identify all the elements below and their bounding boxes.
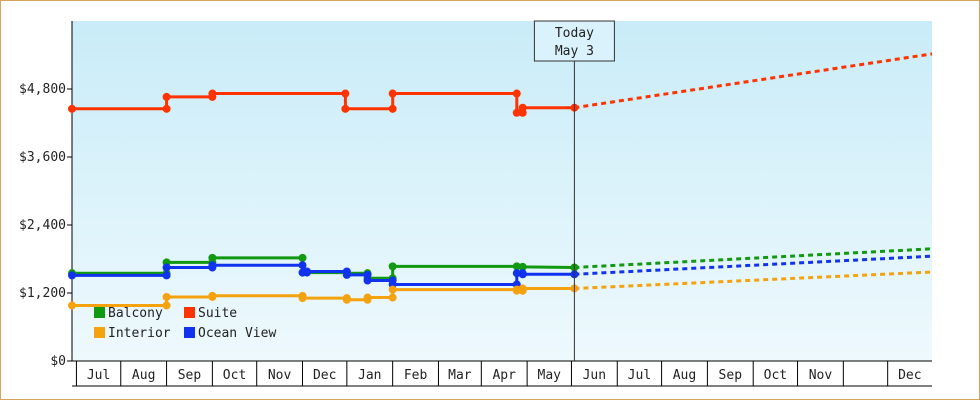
data-point-ocean-view [363, 276, 372, 285]
forecast-line-ocean-view [574, 254, 933, 276]
data-point-ocean-view [208, 261, 217, 270]
data-point-suite [68, 104, 76, 113]
data-point-suite [388, 104, 397, 113]
data-point-interior [208, 291, 217, 300]
x-tick-label: Jul [628, 368, 651, 383]
x-tick-label: Dec [898, 368, 921, 383]
today-label-line2: May 3 [555, 44, 594, 59]
legend-swatch-suite [184, 307, 195, 318]
data-point-interior [388, 293, 397, 302]
data-point-suite [512, 89, 521, 98]
legend-label-ocean-view: Ocean View [198, 326, 276, 341]
data-point-interior [388, 285, 397, 294]
y-tick-label: $0 [50, 354, 66, 369]
forecast-line-interior [574, 270, 933, 290]
x-tick-label: Dec [313, 368, 336, 383]
data-point-balcony [388, 262, 397, 271]
data-point-suite [162, 104, 171, 113]
legend-label-balcony: Balcony [108, 306, 163, 321]
y-tick-label: $4,800 [19, 82, 66, 97]
x-tick-label: Apr [492, 368, 516, 383]
data-point-interior [68, 301, 76, 310]
data-point-suite [341, 104, 350, 113]
legend-swatch-balcony [94, 307, 105, 318]
data-point-suite [208, 89, 217, 98]
data-point-balcony [512, 262, 521, 271]
series-lines [68, 52, 933, 310]
x-tick-label: Mar [448, 368, 472, 383]
x-tick-label: Nov [809, 368, 833, 383]
data-point-ocean-view [302, 267, 311, 276]
x-tick-label: Aug [673, 368, 696, 383]
data-point-interior [518, 284, 527, 293]
data-point-ocean-view [162, 271, 171, 280]
data-point-ocean-view [518, 270, 527, 279]
data-point-ocean-view [512, 269, 521, 278]
data-point-suite [388, 89, 397, 98]
data-point-ocean-view [363, 270, 372, 279]
forecast-line-balcony [574, 247, 933, 269]
data-point-interior [298, 294, 307, 303]
today-label-line1: Today [555, 26, 594, 41]
x-tick-label: Aug [132, 368, 155, 383]
data-point-balcony [298, 253, 307, 262]
y-tick-label: $1,200 [19, 286, 66, 301]
data-point-suite [341, 89, 350, 98]
legend-label-interior: Interior [108, 326, 171, 341]
legend-label-suite: Suite [198, 306, 237, 321]
x-tick-label: Jan [358, 368, 381, 383]
x-tick-label: Nov [268, 368, 292, 383]
data-point-balcony [208, 253, 217, 262]
legend-swatch-ocean-view [184, 327, 195, 338]
x-tick-label: Oct [764, 368, 787, 383]
x-tick-label: Jul [87, 368, 110, 383]
data-point-ocean-view [298, 261, 307, 270]
x-tick-label: Feb [404, 368, 428, 383]
legend: Balcony Suite Interior Ocean View [94, 306, 276, 341]
data-point-ocean-view [342, 270, 351, 279]
y-tick-label: $3,600 [19, 150, 66, 165]
x-tick-label: Jun [583, 368, 606, 383]
data-point-ocean-view [68, 271, 76, 280]
forecast-line-suite [574, 52, 933, 110]
legend-swatch-interior [94, 327, 105, 338]
data-point-suite [512, 108, 521, 117]
data-point-interior [162, 301, 171, 310]
y-tick-label: $2,400 [19, 218, 66, 233]
data-point-ocean-view [162, 263, 171, 272]
data-point-suite [162, 92, 171, 101]
data-point-interior [363, 293, 372, 302]
x-tick-label: Oct [223, 368, 246, 383]
axes: $0 $1,200 $2,400 $3,600 $4,800 Jul Aug Sep Oct No… [19, 21, 932, 387]
data-point-interior [342, 295, 351, 304]
today-marker: Today May 3 [533, 20, 615, 361]
today-label-box [533, 20, 615, 62]
x-tick-label: May [538, 368, 562, 383]
plot-background [72, 21, 932, 361]
x-tick-label: Sep [719, 368, 743, 383]
data-point-suite [518, 103, 527, 112]
data-point-balcony [518, 262, 527, 271]
data-point-interior [162, 292, 171, 301]
x-tick-label: Sep [178, 368, 202, 383]
